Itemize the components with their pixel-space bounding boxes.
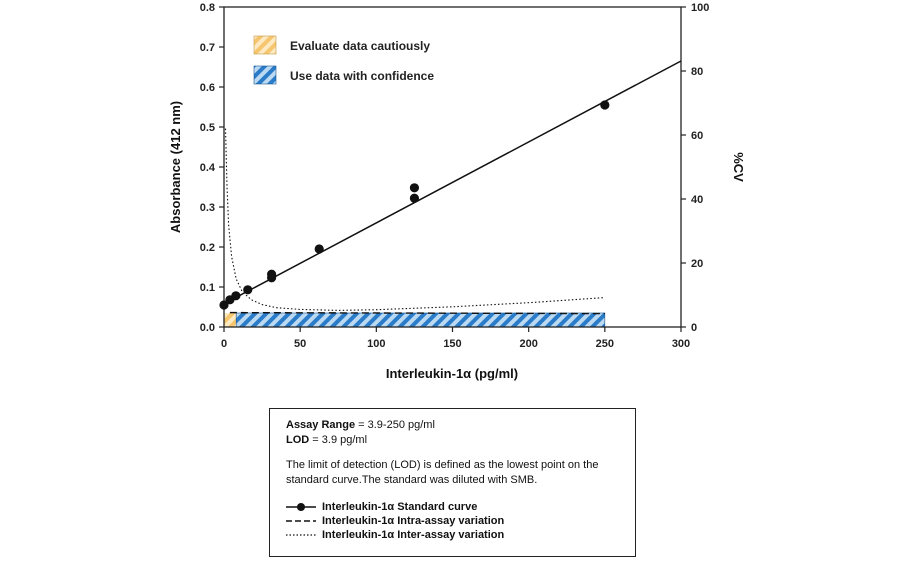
legend-label-confidence: Use data with confidence <box>290 69 434 83</box>
info-legend-inter-assay: Interleukin-1α Inter-assay variation <box>286 528 619 542</box>
x-tick-label: 0 <box>221 338 227 350</box>
legend-swatch-confidence <box>253 65 277 85</box>
y2-axis-title: %CV <box>731 152 746 182</box>
solid-line-dot-icon <box>286 503 316 511</box>
assay-range-label: Assay Range <box>286 419 356 431</box>
info-legend-intra-assay: Interleukin-1α Intra-assay variation <box>286 514 619 528</box>
x-tick-label: 250 <box>596 338 614 350</box>
chart: 0 50 100 150 200 250 3000.00.10.20.30.40.50.60… <box>168 2 746 381</box>
region-confidence <box>235 312 606 328</box>
x-tick-label: 50 <box>294 338 306 350</box>
legend-label-caution: Evaluate data cautiously <box>290 39 430 53</box>
y2-tick-label: 20 <box>691 258 703 270</box>
chart-legend: Evaluate data cautiously Use data with c… <box>253 35 434 85</box>
lod-value: = 3.9 pg/ml <box>309 434 368 446</box>
x-tick-label: 150 <box>443 338 461 350</box>
info-legend-standard-curve: Interleukin-1α Standard curve <box>286 500 619 514</box>
y-tick-label: 0.1 <box>200 282 215 294</box>
dotted-line-icon <box>286 534 316 536</box>
lod-line: LOD = 3.9 pg/ml <box>286 433 619 448</box>
assay-range-value: = 3.9-250 pg/ml <box>355 419 435 431</box>
assay-info-box: Assay Range = 3.9-250 pg/ml LOD = 3.9 pg… <box>269 408 636 557</box>
intra-assay-cv-line <box>229 311 605 315</box>
legend-swatch-caution <box>253 35 277 55</box>
x-tick-label: 300 <box>672 338 690 350</box>
lod-label: LOD <box>286 434 310 446</box>
y-tick-label: 0.2 <box>200 242 215 254</box>
y-tick-label: 0.0 <box>200 322 215 334</box>
y2-tick-label: 0 <box>691 322 697 334</box>
y2-tick-label: 40 <box>691 194 703 206</box>
y2-tick-label: 80 <box>691 66 703 78</box>
info-legend-standard-curve-label: Interleukin-1α Standard curve <box>322 501 478 513</box>
y2-tick-label: 100 <box>691 2 709 14</box>
region-caution <box>224 313 237 327</box>
y-axis-title: Absorbance (412 nm) <box>168 101 183 233</box>
x-axis-title: Interleukin-1α (pg/ml) <box>386 366 518 381</box>
y-tick-label: 0.4 <box>200 162 216 174</box>
plot-frame <box>223 6 682 328</box>
y-tick-label: 0.8 <box>200 2 215 14</box>
inter-assay-cv-line <box>224 128 605 311</box>
dashed-line-icon <box>286 520 316 522</box>
standard-curve-fit-line <box>223 60 682 305</box>
info-legend-inter-assay-label: Interleukin-1α Inter-assay variation <box>322 529 505 541</box>
standard-curve-point <box>409 183 420 193</box>
info-legend-intra-assay-label: Interleukin-1α Intra-assay variation <box>322 515 505 527</box>
lod-description: The limit of detection (LOD) is defined … <box>286 459 599 486</box>
y2-tick-label: 60 <box>691 130 703 142</box>
assay-range-line: Assay Range = 3.9-250 pg/ml <box>286 418 619 433</box>
x-tick-label: 100 <box>367 338 385 350</box>
y-tick-label: 0.6 <box>200 82 215 94</box>
y-tick-label: 0.7 <box>200 42 215 54</box>
y-tick-label: 0.3 <box>200 202 215 214</box>
y-tick-label: 0.5 <box>200 122 215 134</box>
standard-curve-point <box>409 193 420 203</box>
x-tick-label: 200 <box>519 338 537 350</box>
